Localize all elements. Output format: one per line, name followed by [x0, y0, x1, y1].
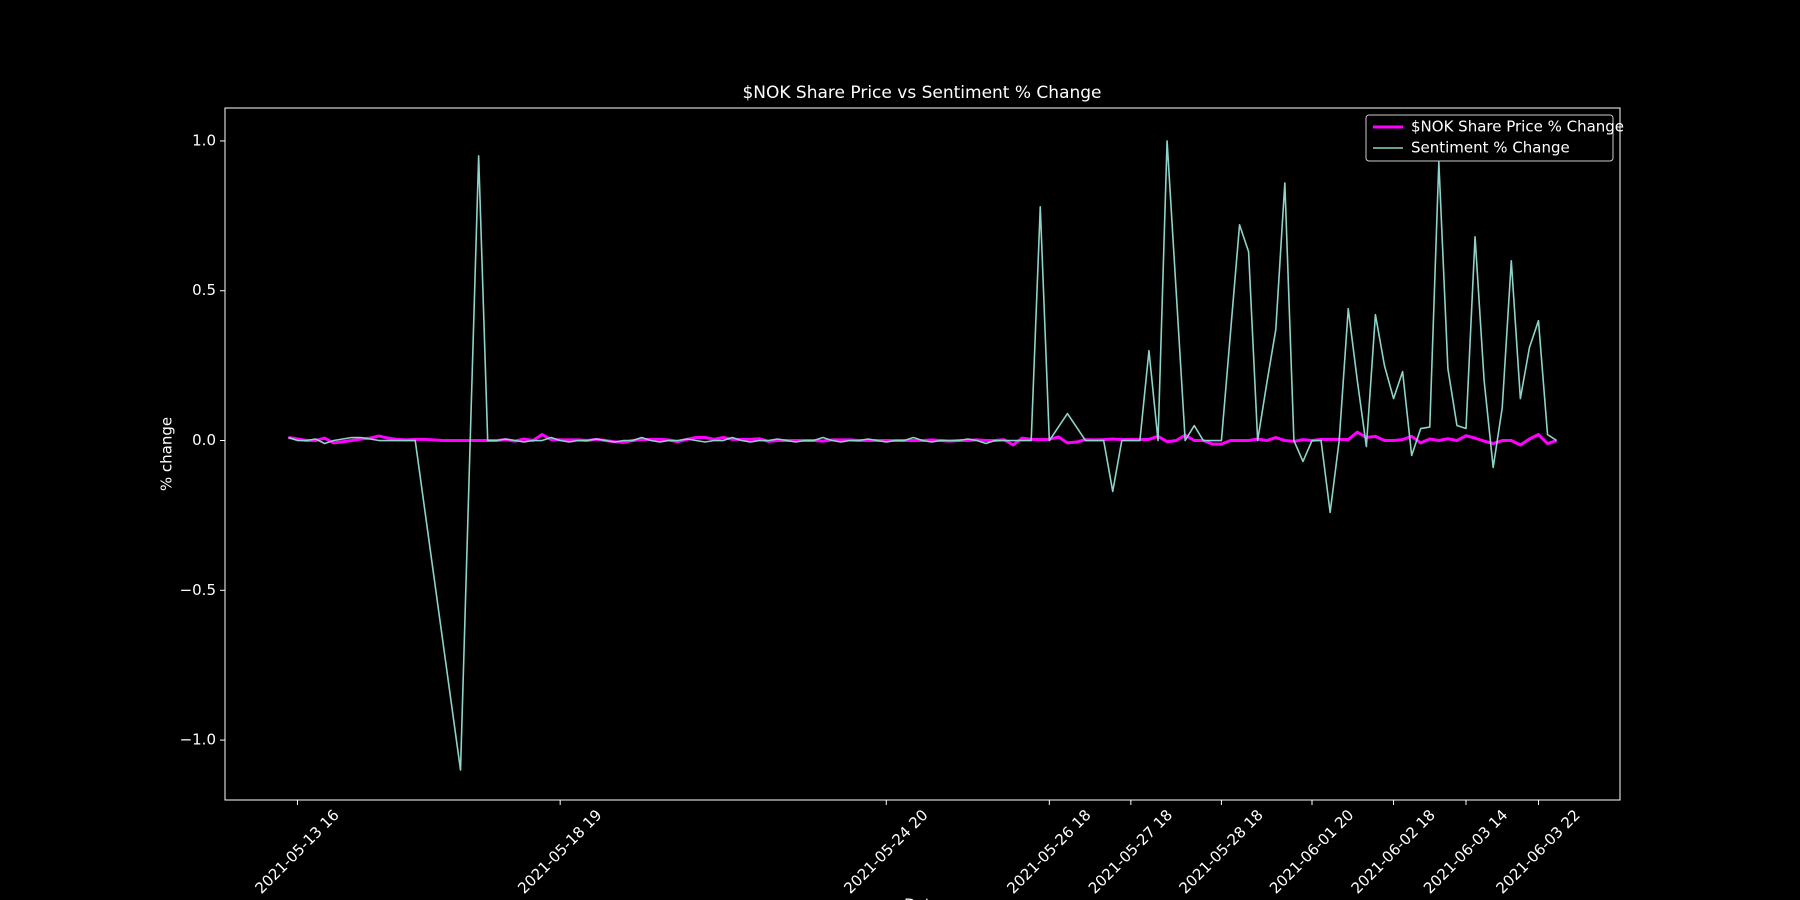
- x-axis-label: Date: [904, 896, 940, 900]
- y-tick-label: 0.5: [192, 281, 216, 299]
- x-tick-label: 2021-05-27 18: [1085, 806, 1176, 897]
- y-axis-label: % change: [158, 417, 176, 491]
- x-tick-label: 2021-05-24 20: [840, 806, 931, 897]
- chart-title: $NOK Share Price vs Sentiment % Change: [742, 83, 1101, 103]
- x-tick-label: 2021-05-28 18: [1175, 806, 1266, 897]
- series-line: [288, 140, 1558, 771]
- y-tick-label: −0.5: [180, 581, 216, 599]
- y-tick-label: 1.0: [192, 131, 216, 149]
- x-tick-label: 2021-05-13 16: [251, 806, 342, 897]
- y-tick-label: 0.0: [192, 431, 216, 449]
- plot-frame: [224, 107, 1621, 801]
- legend-label: Sentiment % Change: [1411, 139, 1570, 157]
- x-tick-label: 2021-05-26 18: [1003, 806, 1094, 897]
- y-tick-label: −1.0: [180, 731, 216, 749]
- legend-label: $NOK Share Price % Change: [1411, 118, 1624, 136]
- x-tick-label: 2021-05-18 19: [514, 806, 605, 897]
- x-tick-label: 2021-06-01 20: [1266, 806, 1357, 897]
- legend-box: [1365, 114, 1614, 162]
